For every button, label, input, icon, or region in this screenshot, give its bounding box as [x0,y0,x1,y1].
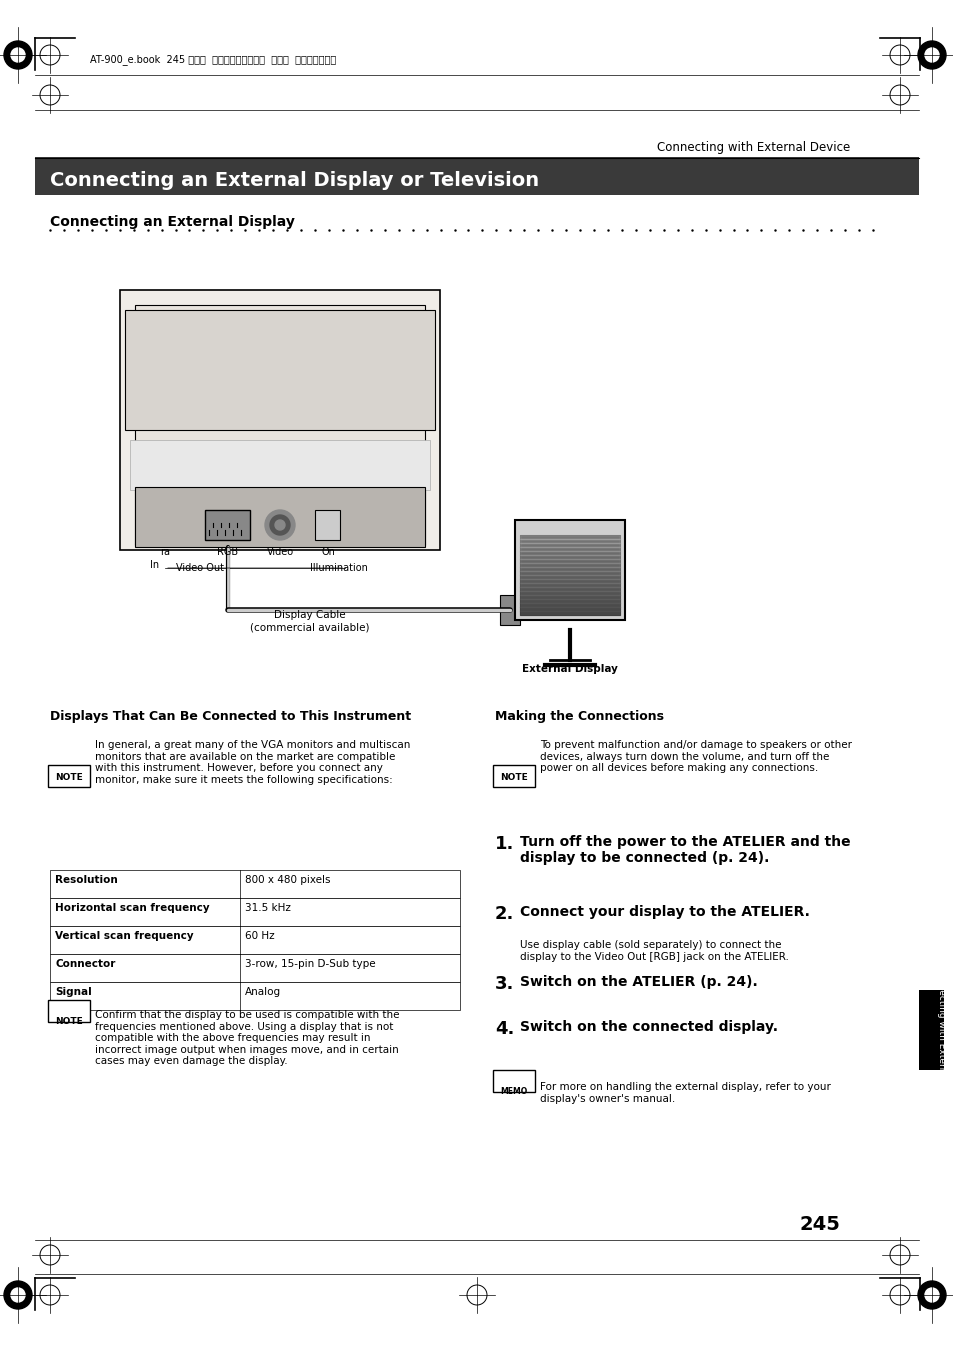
FancyBboxPatch shape [515,520,624,620]
Text: 3.: 3. [495,975,514,993]
FancyBboxPatch shape [493,765,535,788]
Text: 60 Hz: 60 Hz [245,931,274,942]
FancyBboxPatch shape [50,925,459,954]
FancyBboxPatch shape [35,157,918,195]
Text: Illumination: Illumination [310,563,368,573]
Text: 2.: 2. [495,905,514,923]
Text: Connect your display to the ATELIER.: Connect your display to the ATELIER. [519,905,809,919]
Text: Video: Video [266,547,294,557]
Text: 3-row, 15-pin D-Sub type: 3-row, 15-pin D-Sub type [245,959,375,969]
Text: Switch on the ATELIER (p. 24).: Switch on the ATELIER (p. 24). [519,975,757,989]
Circle shape [924,49,938,62]
Text: In general, a great many of the VGA monitors and multiscan
monitors that are ava: In general, a great many of the VGA moni… [95,740,410,785]
Text: In: In [150,561,159,570]
Text: External Display: External Display [521,663,618,674]
FancyBboxPatch shape [50,954,459,982]
Text: RGB: RGB [217,547,238,557]
FancyBboxPatch shape [314,509,339,540]
Circle shape [11,49,25,62]
Circle shape [11,1288,25,1302]
Text: Confirm that the display to be used is compatible with the
frequencies mentioned: Confirm that the display to be used is c… [95,1011,399,1066]
Text: 1.: 1. [495,835,514,852]
FancyBboxPatch shape [48,1000,90,1021]
FancyBboxPatch shape [918,990,943,1070]
Text: 800 x 480 pixels: 800 x 480 pixels [245,875,330,885]
Text: To prevent malfunction and/or damage to speakers or other
devices, always turn d: To prevent malfunction and/or damage to … [539,740,851,773]
FancyBboxPatch shape [50,898,459,925]
FancyBboxPatch shape [50,982,459,1011]
FancyBboxPatch shape [50,870,459,898]
FancyBboxPatch shape [205,509,250,540]
FancyBboxPatch shape [48,765,90,788]
FancyBboxPatch shape [519,535,619,615]
Text: Switch on the connected display.: Switch on the connected display. [519,1020,778,1034]
Text: MEMO: MEMO [500,1088,527,1097]
Text: Vertical scan frequency: Vertical scan frequency [55,931,193,942]
Text: Connecting an External Display or Television: Connecting an External Display or Televi… [50,170,538,189]
Text: Connecting with External Device: Connecting with External Device [937,966,945,1115]
FancyBboxPatch shape [499,594,519,626]
Text: Turn off the power to the ATELIER and the
display to be connected (p. 24).: Turn off the power to the ATELIER and th… [519,835,850,865]
Circle shape [4,41,32,69]
Text: Displays That Can Be Connected to This Instrument: Displays That Can Be Connected to This I… [50,711,411,723]
Text: 245: 245 [799,1215,840,1233]
Text: NOTE: NOTE [55,774,83,782]
Text: Making the Connections: Making the Connections [495,711,663,723]
Text: For more on handling the external display, refer to your
display's owner's manua: For more on handling the external displa… [539,1082,830,1104]
Text: Video Out: Video Out [175,563,224,573]
Text: On: On [321,547,335,557]
Text: Connector: Connector [55,959,115,969]
FancyBboxPatch shape [493,1070,535,1092]
Text: ra: ra [160,547,170,557]
Text: 4.: 4. [495,1020,514,1038]
Circle shape [4,1281,32,1309]
Circle shape [274,520,285,530]
Text: Connecting an External Display: Connecting an External Display [50,215,294,230]
Text: NOTE: NOTE [499,774,527,782]
Circle shape [917,41,945,69]
Circle shape [917,1281,945,1309]
Text: Analog: Analog [245,988,281,997]
Text: AT-900_e.book  245 ページ  ２００７年９月７日  金曜日  午前８時４３分: AT-900_e.book 245 ページ ２００７年９月７日 金曜日 午前８時… [90,54,335,65]
FancyBboxPatch shape [135,305,424,544]
Text: 31.5 kHz: 31.5 kHz [245,902,291,913]
Text: Resolution: Resolution [55,875,117,885]
Text: NOTE: NOTE [55,1017,83,1027]
Text: Use display cable (sold separately) to connect the
display to the Video Out [RGB: Use display cable (sold separately) to c… [519,940,788,962]
Text: Horizontal scan frequency: Horizontal scan frequency [55,902,210,913]
FancyBboxPatch shape [130,440,430,490]
Text: Connecting with External Device: Connecting with External Device [656,142,849,154]
Circle shape [924,1288,938,1302]
Text: Display Cable
(commercial available): Display Cable (commercial available) [250,611,370,632]
Text: Signal: Signal [55,988,91,997]
FancyBboxPatch shape [135,486,424,547]
FancyBboxPatch shape [120,290,439,550]
Circle shape [270,515,290,535]
FancyBboxPatch shape [125,309,435,430]
Circle shape [265,509,294,540]
